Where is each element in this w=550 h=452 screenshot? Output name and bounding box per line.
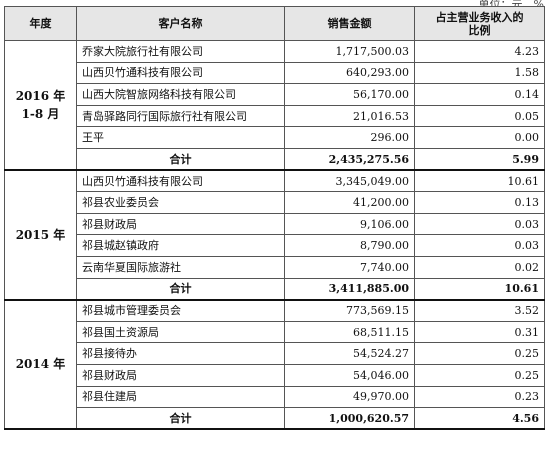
header-amount: 销售金额: [284, 6, 415, 41]
revenue-ratio: 0.14: [414, 83, 545, 106]
revenue-ratio: 0.25: [414, 342, 545, 365]
total-amount: 3,411,885.00: [284, 277, 415, 301]
customer-name: 乔家大院旅行社有限公司: [76, 40, 285, 63]
table-row: 山西贝竹通科技有限公司 640,293.00 1.58: [5, 61, 545, 85]
total-ratio: 10.61: [414, 277, 545, 301]
revenue-ratio: 0.03: [414, 212, 545, 236]
sales-amount: 296.00: [284, 126, 415, 149]
customer-name: 山西大院智旅网络科技有限公司: [76, 83, 285, 106]
table-row: 王平 296.00 0.00: [5, 126, 545, 149]
sales-amount: 640,293.00: [284, 61, 415, 85]
table-row: 祁县国土资源局 68,511.15 0.31: [5, 320, 545, 344]
total-label: 合计: [76, 407, 285, 431]
table-row: 青岛驿路同行国际旅行社有限公司 21,016.53 0.05: [5, 104, 545, 128]
revenue-ratio: 0.00: [414, 126, 545, 149]
total-amount: 1,000,620.57: [284, 407, 415, 431]
sales-amount: 49,970.00: [284, 385, 415, 409]
revenue-ratio: 0.23: [414, 385, 545, 409]
customer-name: 云南华夏国际旅游社: [76, 255, 285, 279]
revenue-ratio: 4.23: [414, 40, 545, 63]
total-row: 合计 1,000,620.57 4.56: [5, 407, 545, 431]
revenue-ratio: 0.13: [414, 191, 545, 214]
header-ratio-line2: 比例: [468, 23, 491, 37]
customer-name: 祁县财政局: [76, 212, 285, 236]
sales-amount: 21,016.53: [284, 104, 415, 128]
header-customer: 客户名称: [76, 6, 285, 41]
table-row: 云南华夏国际旅游社 7,740.00 0.02: [5, 255, 545, 279]
total-ratio: 5.99: [414, 147, 545, 172]
unit-note: 单位：元、%: [478, 0, 544, 11]
customer-name: 青岛驿路同行国际旅行社有限公司: [76, 104, 285, 128]
revenue-ratio: 3.52: [414, 299, 545, 322]
total-row: 合计 3,411,885.00 10.61: [5, 277, 545, 301]
year-sub-label: 1-8 月: [21, 107, 60, 122]
revenue-ratio: 0.25: [414, 363, 545, 387]
total-label: 合计: [76, 277, 285, 301]
table-row: 山西大院智旅网络科技有限公司 56,170.00 0.14: [5, 83, 545, 106]
total-row: 合计 2,435,275.56 5.99: [5, 147, 545, 172]
sales-amount: 1,717,500.03: [284, 40, 415, 63]
table-row: 2015 年山西贝竹通科技有限公司 3,345,049.00 10.61: [4, 169, 545, 301]
top-customers-table: 年度 客户名称 销售金额 占主营业务收入的 比例 2016 年 1-8 月 乔家大院…: [4, 6, 545, 431]
sales-amount: 9,106.00: [284, 212, 415, 236]
table-row: 祁县接待办 54,524.27 0.25: [5, 342, 545, 365]
customer-name: 祁县住建局: [76, 385, 285, 409]
customer-name: 祁县接待办: [76, 342, 285, 365]
sales-amount: 773,569.15: [284, 299, 415, 322]
customer-name: 山西贝竹通科技有限公司: [76, 61, 285, 85]
year-cell: 2016 年 1-8 月: [4, 40, 77, 172]
year-cell: 2014 年: [4, 299, 77, 431]
sales-amount: 3,345,049.00: [284, 169, 415, 193]
customer-name: 王平: [76, 126, 285, 149]
customer-name: 祁县城赵镇政府: [76, 234, 285, 257]
table-row: 祁县城赵镇政府 8,790.00 0.03: [5, 234, 545, 257]
total-label: 合计: [76, 147, 285, 172]
revenue-ratio: 10.61: [414, 169, 545, 193]
header-ratio: 占主营业务收入的 比例: [414, 6, 545, 41]
sales-amount: 54,046.00: [284, 363, 415, 387]
sales-amount: 54,524.27: [284, 342, 415, 365]
customer-name: 祁县国土资源局: [76, 320, 285, 344]
revenue-ratio: 0.02: [414, 255, 545, 279]
customer-name: 祁县财政局: [76, 363, 285, 387]
revenue-ratio: 0.03: [414, 234, 545, 257]
customer-name: 山西贝竹通科技有限公司: [76, 169, 285, 193]
customer-name: 祁县农业委员会: [76, 191, 285, 214]
header-row: 年度 客户名称 销售金额 占主营业务收入的 比例: [4, 6, 545, 41]
table-row: 祁县财政局 54,046.00 0.25: [5, 363, 545, 387]
revenue-ratio: 0.31: [414, 320, 545, 344]
revenue-ratio: 1.58: [414, 61, 545, 85]
total-ratio: 4.56: [414, 407, 545, 431]
revenue-ratio: 0.05: [414, 104, 545, 128]
header-ratio-line1: 占主营业务收入的: [435, 10, 524, 24]
year-cell: 2015 年: [4, 169, 77, 301]
customer-name: 祁县城市管理委员会: [76, 299, 285, 322]
table-row: 祁县住建局 49,970.00 0.23: [5, 385, 545, 409]
sales-amount: 41,200.00: [284, 191, 415, 214]
table-row: 祁县财政局 9,106.00 0.03: [5, 212, 545, 236]
sales-amount: 56,170.00: [284, 83, 415, 106]
sales-amount: 68,511.15: [284, 320, 415, 344]
sales-amount: 8,790.00: [284, 234, 415, 257]
table-row: 2014 年 祁县城市管理委员会 773,569.15 3.52: [4, 299, 545, 431]
year-label: 2015 年: [15, 227, 66, 242]
year-label: 2016 年: [15, 89, 66, 104]
sales-amount: 7,740.00: [284, 255, 415, 279]
total-amount: 2,435,275.56: [284, 147, 415, 172]
year-label: 2014 年: [15, 357, 66, 372]
table-row: 2016 年 1-8 月 乔家大院旅行社有限公司 1,717,500.03 4.23: [4, 40, 545, 172]
header-year: 年度: [4, 6, 77, 41]
table-row: 祁县农业委员会 41,200.00 0.13: [5, 191, 545, 214]
